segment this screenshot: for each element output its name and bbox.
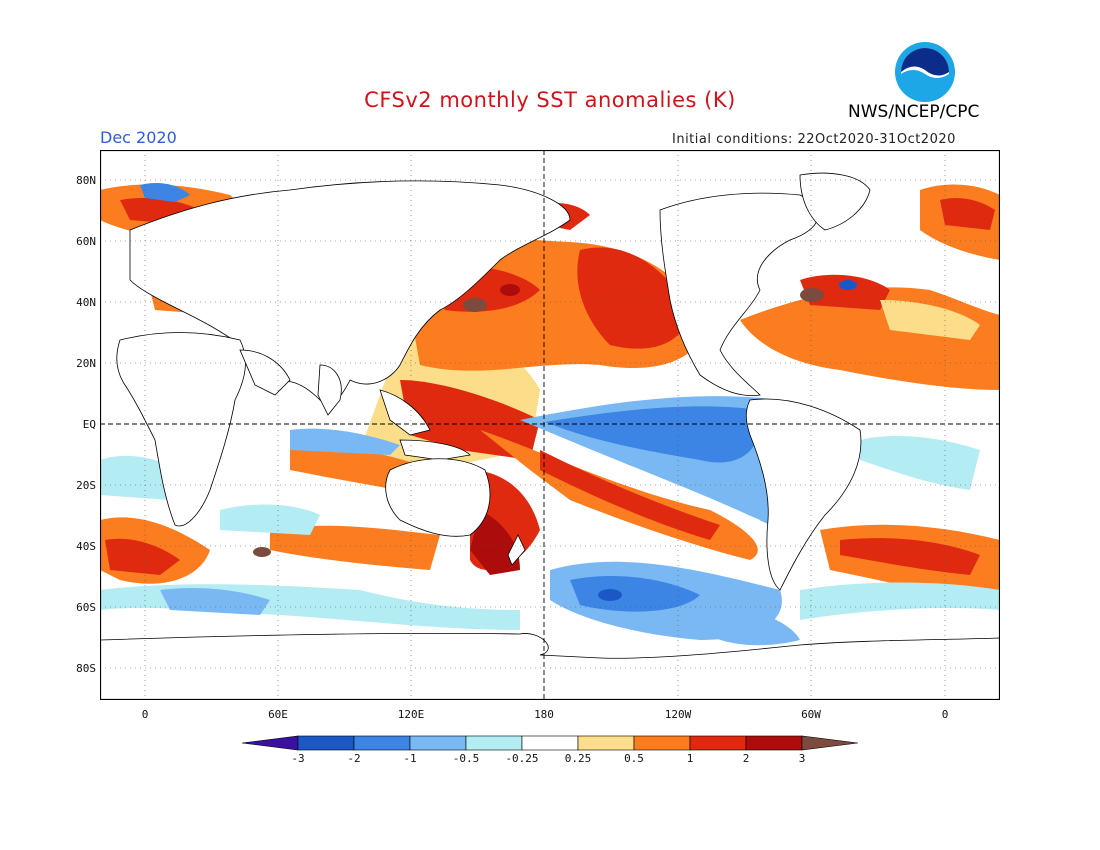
lat-label-60s: 60S xyxy=(76,601,96,614)
lat-label-80s: 80S xyxy=(76,662,96,675)
colorbar-tick-label: -1 xyxy=(403,752,417,765)
noaa-logo xyxy=(893,40,957,108)
colorbar-tick-label: 0.25 xyxy=(564,752,592,765)
colorbar-swatch xyxy=(297,735,355,751)
lat-label-40n: 40N xyxy=(76,296,96,309)
colorbar-swatch xyxy=(409,735,467,751)
colorbar-swatch xyxy=(353,735,411,751)
colorbar-swatch xyxy=(801,735,859,751)
colorbar-swatch xyxy=(465,735,523,751)
map-frame xyxy=(100,150,1000,700)
sst-anomaly-map xyxy=(100,150,1000,700)
colorbar-tick-label: -0.25 xyxy=(505,752,539,765)
lon-label-0: 0 xyxy=(141,708,149,721)
colorbar-swatch xyxy=(745,735,803,751)
colorbar-tick-label: 2 xyxy=(742,752,750,765)
colorbar-tick-label: -0.5 xyxy=(452,752,480,765)
lon-label-60e: 60E xyxy=(268,708,288,721)
lon-label-120w: 120W xyxy=(664,708,692,721)
colorbar xyxy=(241,735,859,751)
colorbar-swatch xyxy=(241,735,299,751)
lat-label-80n: 80N xyxy=(76,174,96,187)
colorbar-swatch xyxy=(521,735,579,751)
initial-conditions: Initial conditions: 22Oct2020-31Oct2020 xyxy=(672,132,956,147)
lon-label-60w: 60W xyxy=(801,708,821,721)
lat-label-20s: 20S xyxy=(76,479,96,492)
colorbar-swatch xyxy=(689,735,747,751)
lon-label-0-east: 0 xyxy=(941,708,949,721)
coastlines xyxy=(100,172,1000,700)
colorbar-swatch xyxy=(577,735,635,751)
lat-label-20n: 20N xyxy=(76,357,96,370)
lat-label-40s: 40S xyxy=(76,540,96,553)
anomaly-field xyxy=(100,183,1000,646)
colorbar-tick-label: 1 xyxy=(686,752,694,765)
organization-label: NWS/NCEP/CPC xyxy=(848,102,980,122)
forecast-month: Dec 2020 xyxy=(100,128,177,147)
lon-label-180: 180 xyxy=(534,708,554,721)
colorbar-tick-label: -2 xyxy=(347,752,361,765)
colorbar-tick-label: 0.5 xyxy=(624,752,644,765)
graticule xyxy=(100,150,1000,700)
colorbar-tick-label: 3 xyxy=(798,752,806,765)
colorbar-swatch xyxy=(633,735,691,751)
chart-title: CFSv2 monthly SST anomalies (K) xyxy=(364,88,736,112)
lat-label-60n: 60N xyxy=(76,235,96,248)
lat-label-eq: EQ xyxy=(82,418,96,431)
lon-label-120e: 120E xyxy=(397,708,425,721)
colorbar-tick-label: -3 xyxy=(291,752,305,765)
